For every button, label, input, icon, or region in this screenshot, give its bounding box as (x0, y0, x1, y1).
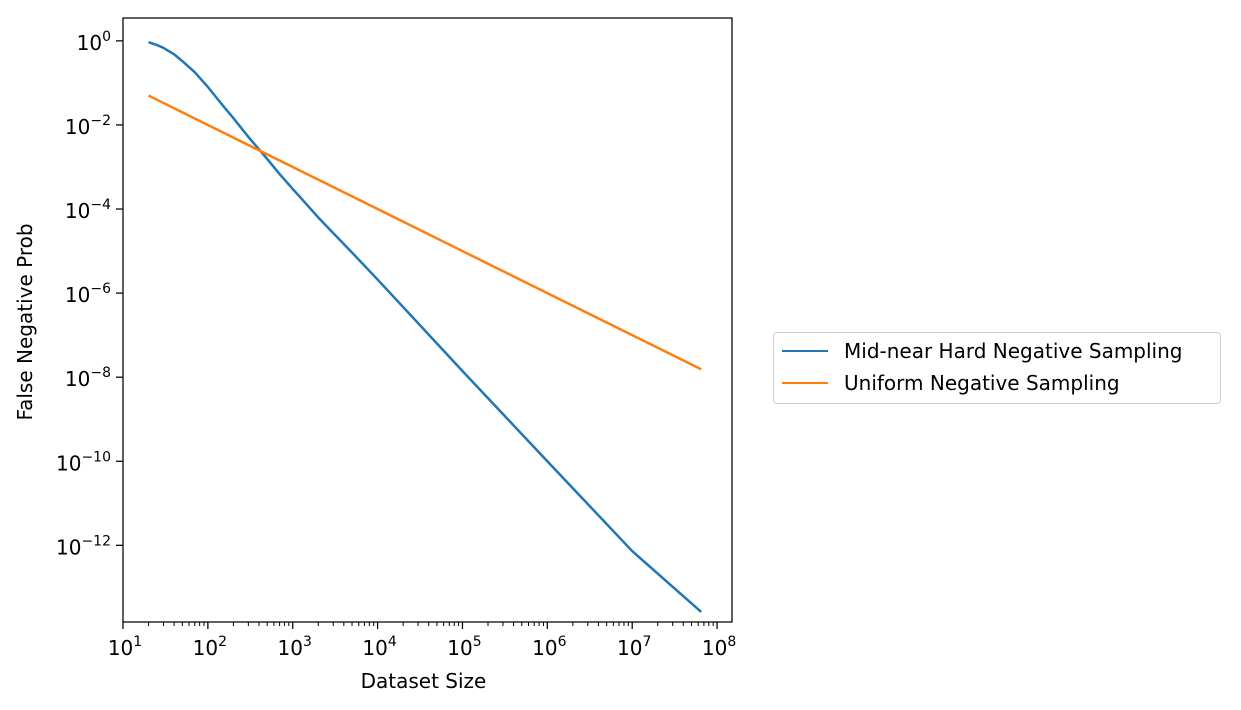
minor-ticks (148, 622, 714, 626)
x-axis-ticks: 101 102 103 104 105 106 107 108 (108, 622, 736, 660)
legend-label-mid-near: Mid-near Hard Negative Sampling (844, 339, 1183, 363)
y-axis-label: False Negative Prob (13, 223, 37, 420)
y-tick-label: 10−10 (56, 449, 111, 475)
x-axis-label: Dataset Size (361, 669, 487, 693)
x-tick-label: 105 (447, 634, 481, 660)
x-tick-label: 102 (193, 634, 227, 660)
legend-swatch-uniform (782, 382, 828, 384)
legend-item-uniform: Uniform Negative Sampling (782, 367, 1120, 399)
y-tick-label: 100 (77, 29, 111, 55)
y-tick-label: 10−8 (65, 365, 111, 391)
series-line-0 (148, 41, 703, 613)
plot-lines (147, 41, 703, 613)
legend: Mid-near Hard Negative Sampling Uniform … (773, 332, 1221, 404)
x-tick-label: 104 (362, 634, 396, 660)
y-tick-label: 10−6 (65, 281, 111, 307)
legend-item-mid-near: Mid-near Hard Negative Sampling (782, 335, 1183, 367)
legend-label-uniform: Uniform Negative Sampling (844, 371, 1120, 395)
x-tick-label: 107 (617, 634, 651, 660)
x-tick-label: 103 (278, 634, 312, 660)
legend-swatch-mid-near (782, 350, 828, 352)
x-tick-label: 101 (108, 634, 142, 660)
y-tick-label: 10−4 (65, 197, 111, 223)
series-line-1 (147, 94, 702, 371)
y-axis-ticks: 100 10−2 10−4 10−6 10−8 10−10 10−12 (56, 29, 123, 559)
x-tick-label: 106 (532, 634, 566, 660)
y-tick-label: 10−2 (65, 113, 111, 139)
y-tick-label: 10−12 (56, 533, 111, 559)
x-tick-label: 108 (702, 634, 736, 660)
plot-frame (122, 17, 733, 623)
